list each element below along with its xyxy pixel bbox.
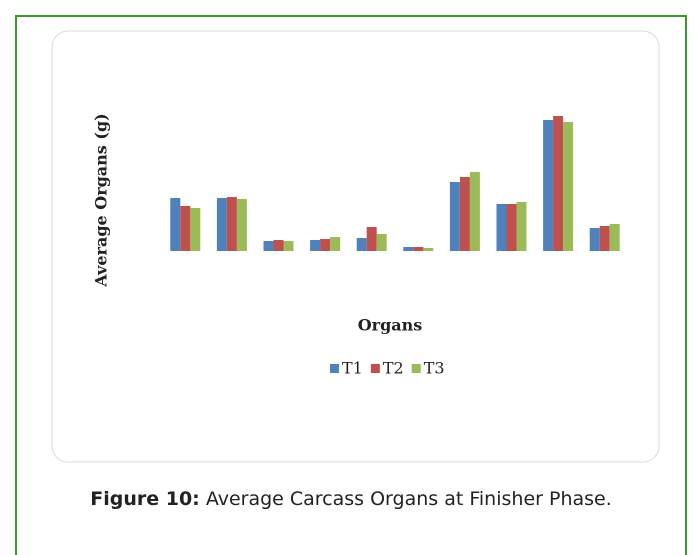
bar [599, 226, 610, 251]
bar [589, 228, 600, 251]
bar [190, 208, 201, 251]
chart-area [51, 30, 660, 463]
bar [263, 241, 274, 251]
bar [403, 247, 414, 251]
bar [376, 234, 387, 251]
legend-label: T2 [383, 359, 404, 378]
bar [216, 198, 227, 251]
bar [449, 182, 460, 251]
bar [506, 204, 517, 251]
bar [180, 206, 191, 251]
bar [609, 224, 620, 251]
legend-label: T1 [342, 359, 363, 378]
bar [320, 239, 331, 251]
bar [226, 197, 237, 251]
bar [543, 120, 554, 251]
legend-swatch [330, 364, 339, 373]
bar [170, 198, 181, 251]
bar [469, 172, 480, 251]
bar [273, 240, 284, 251]
chart: Average Organs (g) Organs T1 T2 T3 [51, 30, 660, 463]
caption-text: Average Carcass Organs at Finisher Phase… [205, 488, 612, 510]
bar [516, 202, 527, 251]
bar [283, 241, 294, 251]
bar [496, 204, 507, 251]
legend-swatch [370, 364, 380, 373]
bar [413, 247, 424, 251]
bar [236, 199, 247, 251]
legend-label: T3 [424, 359, 445, 378]
y-axis-label: Average Organs (g) [92, 113, 111, 287]
bar [310, 240, 321, 251]
page: {"chart_data": {"type": "bar", "y_label"… [15, 15, 687, 555]
legend-swatch [411, 364, 421, 373]
caption-label: Figure 10: [90, 488, 200, 510]
figure-frame [15, 15, 687, 555]
bar [459, 177, 470, 251]
bar [553, 116, 564, 251]
bar [366, 227, 377, 251]
bar [356, 238, 367, 251]
x-axis-label: Organs [358, 316, 423, 335]
bar [563, 122, 574, 251]
bar [423, 248, 434, 251]
caption: Figure 10: Average Carcass Organs at Fin… [15, 488, 687, 510]
bar [330, 237, 341, 251]
